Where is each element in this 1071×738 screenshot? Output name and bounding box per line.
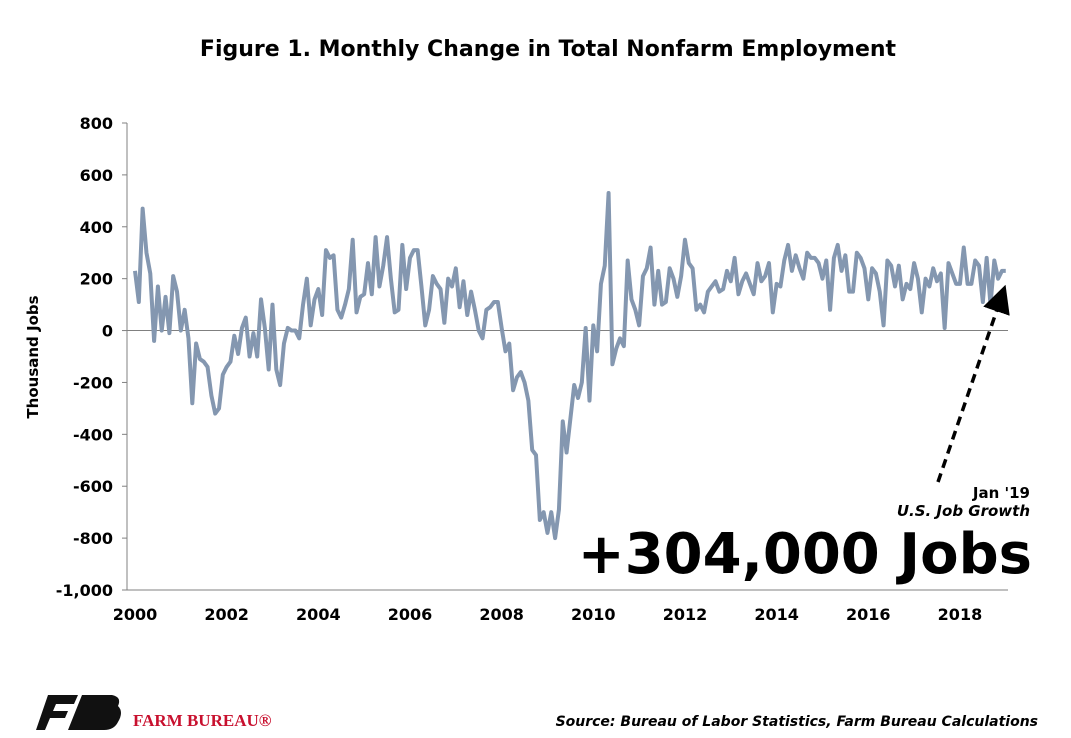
source-note: Source: Bureau of Labor Statistics, Farm… [556,714,1038,730]
x-tick-label: 2000 [113,605,158,624]
x-tick-label: 2012 [663,605,708,624]
y-axis-label: Thousand Jobs [24,295,42,418]
logo-text: FARM BUREAU® [133,711,272,730]
y-tick-label: 800 [80,114,113,133]
x-tick-label: 2004 [296,605,341,624]
x-tick-label: 2008 [479,605,524,624]
x-tick-label: 2014 [754,605,799,624]
logo: FARM BUREAU® [36,695,272,730]
y-tick-label: 200 [80,270,113,289]
x-tick-label: 2002 [204,605,249,624]
y-tick-label: 0 [102,322,113,341]
x-tick-label: 2016 [846,605,891,624]
data-line [133,191,1006,541]
annotation-arrow [936,284,1010,483]
annotation-subtitle: U.S. Job Growth [897,502,1030,520]
x-tick-label: 2018 [938,605,983,624]
y-tick-label: 400 [80,218,113,237]
x-tick-label: 2010 [571,605,616,624]
annotation-headline: +304,000 Jobs [578,522,1032,587]
y-tick-label: -800 [73,529,113,548]
chart-title: Figure 1. Monthly Change in Total Nonfar… [200,37,897,62]
y-tick-label: -1,000 [56,581,113,600]
y-tick-label: -200 [73,373,113,392]
y-tick-label: -600 [73,477,113,496]
annotation-date: Jan '19 [972,484,1030,502]
y-tick-label: 600 [80,166,113,185]
plot-area: -1,000 -800 -600 -400 -200 0 200 400 600 800 2000 2… [56,114,1008,624]
y-tick-label: -400 [73,425,113,444]
x-tick-label: 2006 [388,605,433,624]
